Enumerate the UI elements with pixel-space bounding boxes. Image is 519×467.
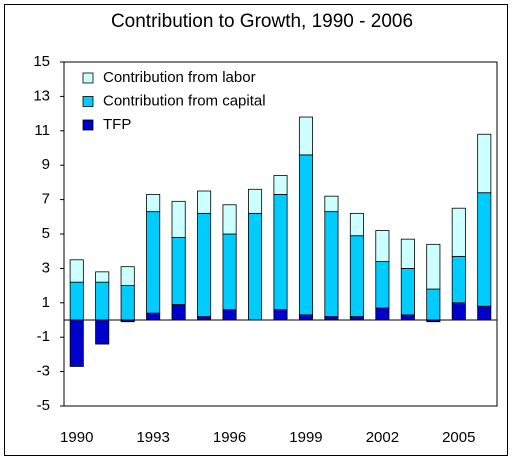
legend-label: Contribution from labor xyxy=(103,69,256,86)
y-tick-label: -1 xyxy=(37,328,50,345)
bar-segment xyxy=(146,312,161,321)
bar-segment xyxy=(349,212,364,237)
bar-segment xyxy=(349,316,364,321)
legend-label: Contribution from capital xyxy=(103,92,266,109)
x-tick-label: 1996 xyxy=(213,429,246,446)
x-tick-label: 1999 xyxy=(289,429,322,446)
bar-segment xyxy=(477,133,492,194)
bar-segment xyxy=(197,190,212,214)
legend-swatch xyxy=(82,96,94,107)
bar-segment xyxy=(400,238,415,269)
bar-segment xyxy=(197,316,212,321)
bar-segment xyxy=(171,200,186,238)
y-tick-label: -5 xyxy=(37,397,50,414)
y-tick-label: 13 xyxy=(33,87,50,104)
bar-segment xyxy=(222,309,237,321)
y-tick-label: 5 xyxy=(42,225,50,242)
bar-segment xyxy=(222,204,237,235)
bar-segment xyxy=(273,194,288,311)
y-tick-label: 11 xyxy=(34,122,50,139)
bar-segment xyxy=(120,266,135,286)
bar-segment xyxy=(171,304,186,321)
legend-swatch xyxy=(82,119,94,131)
bar-segment xyxy=(375,261,390,309)
y-tick-label: 7 xyxy=(42,191,50,208)
y-tick-label: 1 xyxy=(42,294,50,311)
y-tick-label: 9 xyxy=(42,156,50,173)
bar-segment xyxy=(197,212,212,317)
y-tick-label: -3 xyxy=(37,363,50,380)
bar-segment xyxy=(426,243,441,290)
bar-segment xyxy=(222,233,237,311)
bar-segment xyxy=(248,212,263,321)
bar-segment xyxy=(324,195,339,213)
bar-segment xyxy=(69,319,84,367)
bar-segment xyxy=(298,116,313,156)
bar-segment xyxy=(95,271,110,283)
bar-segment xyxy=(426,288,441,321)
bar-segment xyxy=(349,235,364,317)
bar-segment xyxy=(95,281,110,321)
bar-segment xyxy=(146,211,161,314)
x-tick-label: 1990 xyxy=(60,429,93,446)
bar-segment xyxy=(324,316,339,321)
bar-segment xyxy=(375,307,390,321)
bar-segment xyxy=(69,281,84,321)
y-tick-label: 15 xyxy=(33,53,50,70)
bar-segment xyxy=(120,285,135,321)
bar-segment xyxy=(171,237,186,305)
bar-segment xyxy=(375,230,390,262)
bar-segment xyxy=(451,302,466,321)
bar-segment xyxy=(298,154,313,316)
bar-segment xyxy=(451,255,466,304)
x-tick-label: 2002 xyxy=(366,429,399,446)
bar-segment xyxy=(146,194,161,213)
legend-swatch xyxy=(82,72,94,84)
bar-segment xyxy=(273,175,288,195)
bar-segment xyxy=(400,267,415,316)
bar-segment xyxy=(324,211,339,317)
bar-segment xyxy=(248,188,263,214)
bar-segment xyxy=(95,319,110,345)
bar-segment xyxy=(69,259,84,283)
legend-label: TFP xyxy=(103,116,131,133)
bar-segment xyxy=(477,192,492,307)
bar-segment xyxy=(477,305,492,321)
bar-segment xyxy=(400,314,415,321)
bar-segment xyxy=(451,207,466,257)
bar-segment xyxy=(298,314,313,321)
y-tick-label: 3 xyxy=(42,259,50,276)
x-tick-label: 1993 xyxy=(136,429,169,446)
chart-title: Contribution to Growth, 1990 - 2006 xyxy=(111,11,413,32)
bar-segment xyxy=(273,309,288,321)
x-tick-label: 2005 xyxy=(442,429,475,446)
